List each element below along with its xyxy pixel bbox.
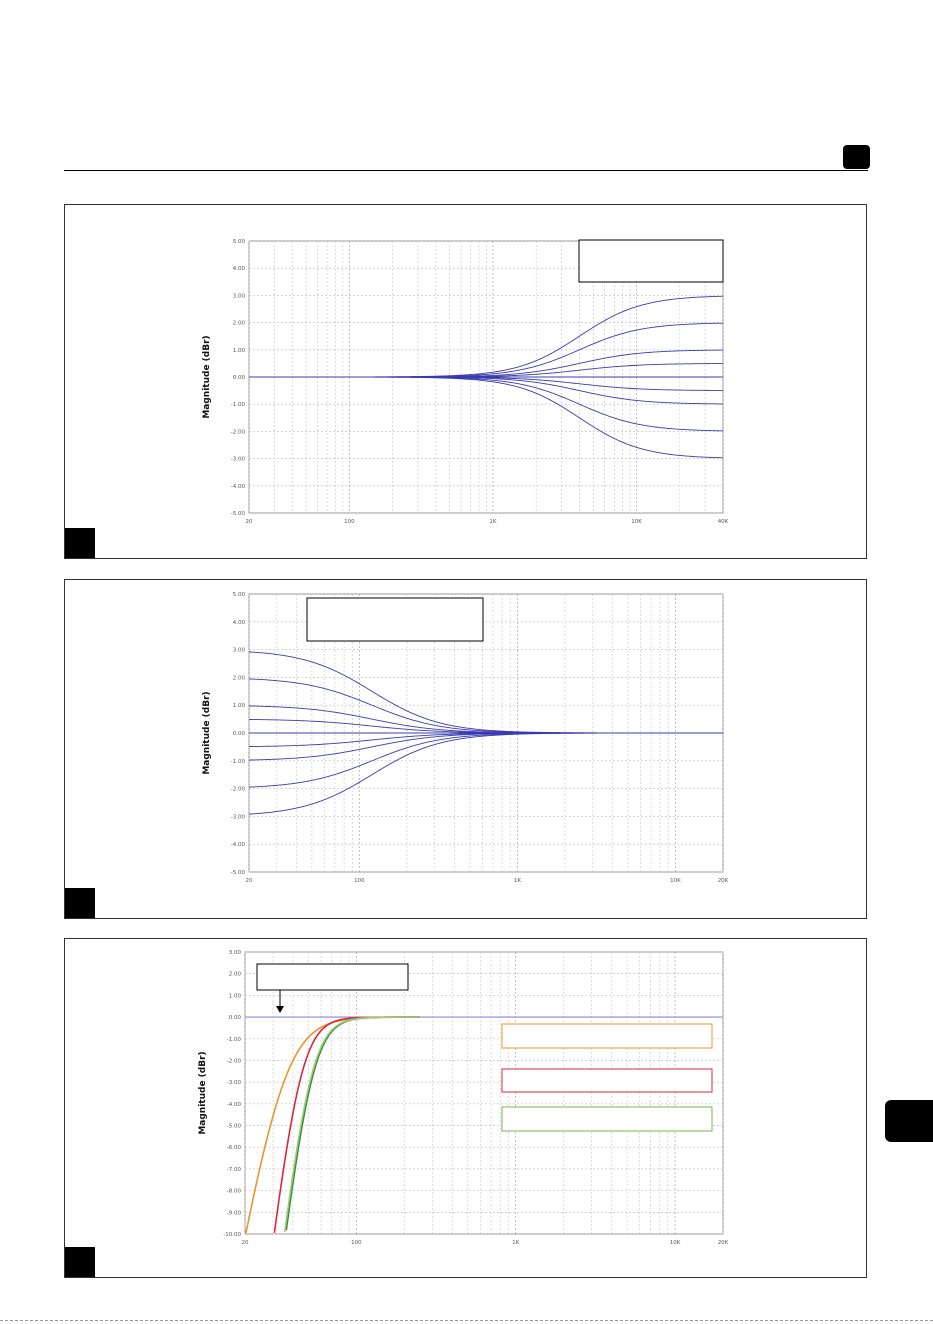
y-axis-label: Magnitude (dBr) — [202, 691, 212, 774]
shelf-curve — [248, 732, 723, 815]
x-tick-label: 100 — [354, 878, 365, 884]
y-axis-label: Magnitude (dBr) — [202, 335, 212, 418]
figure-number-tab-3 — [65, 1247, 95, 1277]
y-tick-label: -1.00 — [227, 1037, 242, 1043]
y-tick-label: 2.00 — [233, 675, 246, 681]
x-tick-label: 1K — [512, 1240, 519, 1246]
y-tick-label: -4.00 — [231, 484, 246, 490]
grid — [244, 951, 724, 1235]
y-tick-label: -4.00 — [231, 842, 246, 848]
chart-low-shelf: 5.00 4.00 3.00 2.00 1.00 0.00 -1.00 -2.00 -3.00 -… — [202, 592, 729, 884]
x-tick-label: 20K — [718, 878, 729, 884]
y-tick-label: 0.00 — [229, 1015, 242, 1021]
y-tick-label: -1.00 — [231, 759, 246, 765]
x-tick-label: 20K — [718, 1240, 729, 1246]
figure-number-tab-1 — [65, 528, 95, 558]
y-tick-label: 4.00 — [233, 620, 246, 626]
y-tick-label: 1.00 — [233, 703, 246, 709]
shelf-curve — [249, 376, 724, 459]
y-tick-label: -3.00 — [227, 1080, 242, 1086]
y-tick-label: 3.00 — [229, 950, 242, 956]
plot-frame — [244, 951, 724, 1235]
callout-box — [578, 239, 724, 283]
y-tick-label: -10.00 — [223, 1232, 241, 1238]
y-tick-label: -3.00 — [231, 457, 246, 463]
callout-arrow-head — [276, 1006, 284, 1013]
legend-box — [501, 1106, 713, 1132]
x-tick-label: 20 — [242, 1240, 249, 1246]
x-tick-label: 10K — [670, 878, 681, 884]
y-tick-label: -9.00 — [227, 1210, 242, 1216]
y-tick-label: 4.00 — [233, 266, 246, 272]
x-tick-label: 10K — [631, 519, 642, 525]
x-tick-label: 100 — [344, 519, 355, 525]
x-tick-label: 40K — [718, 519, 729, 525]
y-tick-label: 2.00 — [229, 972, 242, 978]
callout-box — [256, 963, 409, 991]
chart-high-pass: 3.00 2.00 1.00 0.00 -1.00 -2.00 -3.00 -4.00 -5.0… — [198, 950, 729, 1246]
y-tick-label: -3.00 — [231, 814, 246, 820]
x-tick-label: 20 — [246, 519, 253, 525]
y-tick-label: -2.00 — [227, 1058, 242, 1064]
y-tick-label: 1.00 — [229, 993, 242, 999]
y-tick-label: -7.00 — [227, 1167, 242, 1173]
figure-panel-3: 3.00 2.00 1.00 0.00 -1.00 -2.00 -3.00 -4.00 -5.0… — [64, 938, 867, 1278]
y-tick-label: 1.00 — [233, 348, 246, 354]
side-thumb-tab — [885, 1100, 933, 1142]
y-tick-label: 5.00 — [233, 239, 246, 245]
x-tick-label: 10K — [670, 1240, 681, 1246]
x-tick-label: 20 — [246, 878, 253, 884]
legend-box — [501, 1068, 713, 1093]
legend-box — [501, 1023, 713, 1049]
header-rule — [64, 170, 868, 171]
callout-box — [306, 597, 484, 642]
figure-number-tab-2 — [65, 888, 95, 918]
y-tick-label: 0.00 — [233, 731, 246, 737]
y-tick-label: 3.00 — [233, 293, 246, 299]
y-tick-label: -5.00 — [227, 1124, 242, 1130]
x-tick-label: 100 — [351, 1240, 362, 1246]
y-tick-label: -2.00 — [231, 429, 246, 435]
y-axis-label: Magnitude (dBr) — [198, 1051, 208, 1134]
high-pass-curve — [283, 1016, 420, 1233]
figure-panel-1: 5.00 4.00 3.00 2.00 1.00 0.00 -1.00 -2.00 -3.00 -… — [64, 204, 867, 559]
y-tick-label: 3.00 — [233, 648, 246, 654]
chart-high-shelf: 5.00 4.00 3.00 2.00 1.00 0.00 -1.00 -2.00 -3.00 -… — [202, 239, 729, 525]
y-tick-label: -8.00 — [227, 1189, 242, 1195]
x-tick-label: 1K — [514, 878, 521, 884]
y-tick-label: 2.00 — [233, 321, 246, 327]
y-tick-label: -5.00 — [231, 870, 246, 876]
bottom-cut-rule — [0, 1320, 933, 1321]
chapter-tab-marker — [843, 145, 870, 169]
y-tick-label: -1.00 — [231, 402, 246, 408]
y-tick-label: -5.00 — [231, 511, 246, 517]
y-tick-label: 0.00 — [233, 375, 246, 381]
figure-panel-2: 5.00 4.00 3.00 2.00 1.00 0.00 -1.00 -2.00 -3.00 -… — [64, 579, 867, 919]
y-tick-label: -6.00 — [227, 1145, 242, 1151]
series-group — [249, 295, 724, 459]
y-tick-label: -2.00 — [231, 787, 246, 793]
x-tick-label: 1K — [489, 519, 496, 525]
y-tick-label: -4.00 — [227, 1102, 242, 1108]
series-group — [245, 1016, 723, 1234]
series-group — [248, 651, 723, 815]
y-tick-label: 5.00 — [233, 592, 246, 598]
